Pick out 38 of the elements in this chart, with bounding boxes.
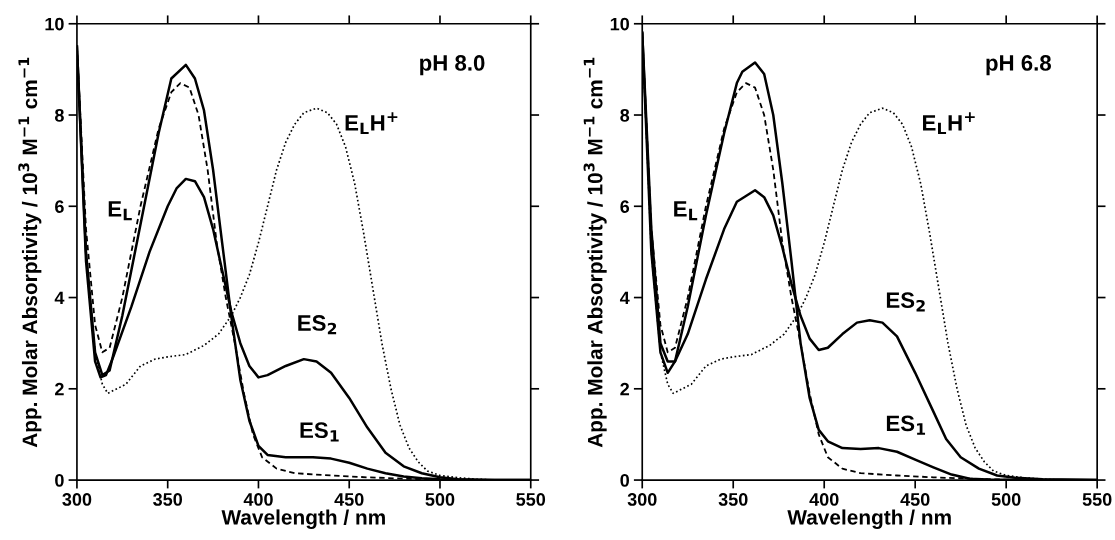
x-tick-label: 400 — [243, 493, 273, 506]
x-axis-title: Wavelength / nm — [221, 509, 385, 529]
x-tick-label: 500 — [991, 493, 1021, 506]
x-tick-label: 350 — [153, 493, 183, 506]
x-tick-label: 350 — [718, 493, 748, 506]
y-tick-label: 6 — [55, 200, 64, 213]
y-tick-label: 4 — [54, 291, 65, 305]
x-tick-label: 450 — [900, 493, 930, 506]
annotation: pH 6.8 — [986, 55, 1051, 76]
y-tick-label: 2 — [55, 382, 64, 396]
annotation: ES$_{2}$ — [298, 315, 337, 335]
annotation: ES$_{1}$ — [300, 422, 339, 442]
annotation: E$_{L}$H$^{+}$ — [923, 112, 975, 135]
annotation: pH 8.0 — [420, 55, 485, 76]
y-axis-title: App. Molar Absorptivity / 10$^{3}$ M$^{−1}$ cm$^{−1}$ — [583, 57, 607, 448]
y-tick-label: 0 — [55, 473, 64, 487]
annotation: ES$_{1}$ — [886, 415, 926, 435]
annotation: E$_{L}$H$^{+}$ — [345, 112, 398, 135]
y-tick-label: 6 — [620, 200, 630, 213]
x-tick-label: 400 — [809, 493, 839, 506]
y-tick-label: 0 — [620, 473, 629, 487]
x-axis-title: Wavelength / nm — [787, 509, 951, 529]
annotation: E$_{L}$ — [108, 201, 132, 221]
y-tick-label: 10 — [45, 17, 64, 31]
x-tick-label: 450 — [334, 493, 364, 506]
x-tick-label: 300 — [62, 493, 92, 506]
annotation: ES$_{2}$ — [886, 292, 925, 312]
y-tick-label: 8 — [620, 108, 630, 122]
x-tick-label: 550 — [1082, 493, 1112, 506]
y-tick-label: 8 — [54, 108, 64, 122]
y-axis-title: App. Molar Absorptivity / 10$^{3}$ M$^{−1}$ cm$^{−1}$ — [18, 57, 42, 448]
x-tick-label: 500 — [425, 493, 455, 506]
annotation: E$_{L}$ — [674, 201, 698, 221]
y-tick-label: 10 — [610, 17, 629, 31]
x-tick-label: 300 — [627, 493, 657, 506]
y-tick-label: 4 — [619, 291, 630, 305]
y-tick-label: 2 — [620, 382, 630, 396]
x-tick-label: 550 — [516, 493, 546, 506]
